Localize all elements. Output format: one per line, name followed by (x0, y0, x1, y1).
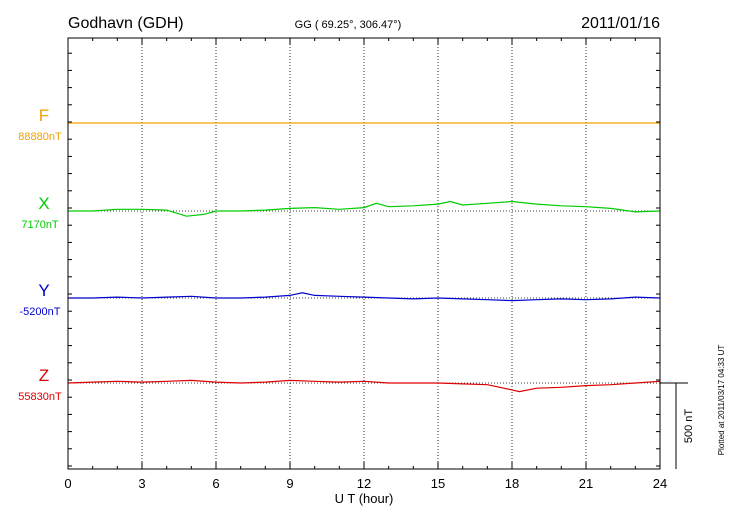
series-baseline-Z: 55830nT (18, 391, 62, 403)
series-name-Y: Y (38, 281, 49, 300)
series-line-X (68, 200, 661, 217)
date-title: 2011/01/16 (581, 15, 660, 32)
coords-subtitle: GG ( 69.25°, 306.47°) (295, 19, 402, 31)
y-minor-ticks (68, 52, 660, 467)
series-labels: F 88880nT X 7170nT Y -5200nT Z 55830nT (18, 106, 62, 403)
x-tick-label-6: 18 (505, 476, 519, 491)
series-name-Z: Z (39, 366, 49, 385)
x-ticks: 0 3 6 9 12 15 18 21 24 (64, 38, 667, 491)
series-baseline-X: 7170nT (21, 219, 59, 231)
grid (141, 38, 587, 469)
station-title: Godhavn (GDH) (68, 15, 184, 32)
x-tick-label-4: 12 (357, 476, 371, 491)
series-baseline-F: 88880nT (18, 131, 62, 143)
x-tick-label-7: 21 (579, 476, 593, 491)
series-lines (67, 122, 661, 393)
series-name-X: X (38, 194, 49, 213)
series-name-F: F (39, 106, 49, 125)
series-line-Z (67, 379, 661, 393)
x-tick-label-5: 15 (431, 476, 445, 491)
x-tick-label-3: 9 (286, 476, 293, 491)
x-tick-label-0: 0 (64, 476, 71, 491)
scale-bar: 500 nT (660, 382, 695, 469)
x-axis-label: U T (hour) (335, 491, 394, 506)
scale-bar-label: 500 nT (683, 409, 695, 444)
plotted-note: Plotted at 2011/03/17 04:33 UT (717, 345, 726, 456)
series-baseline-Y: -5200nT (20, 306, 61, 318)
x-tick-label-8: 24 (653, 476, 667, 491)
x-tick-label-1: 3 (138, 476, 145, 491)
series-line-Y (68, 292, 661, 302)
x-tick-label-2: 6 (212, 476, 219, 491)
